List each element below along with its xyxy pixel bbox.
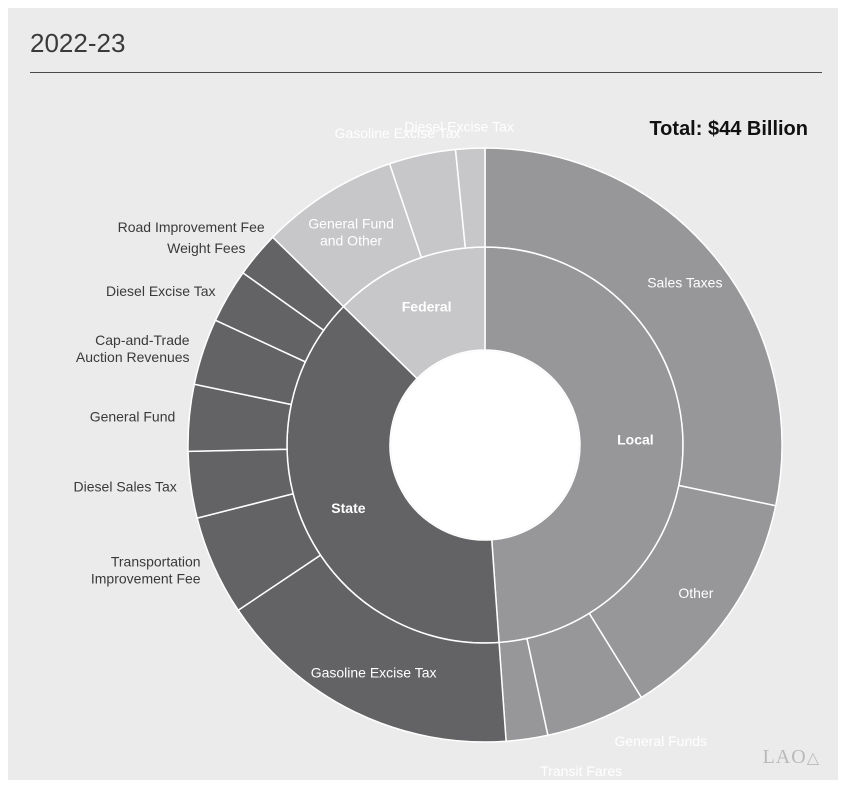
outer-label-local-sales-taxes: Sales Taxes xyxy=(647,275,722,291)
outer-label-local-transit-fares: Transit Fares xyxy=(540,763,622,779)
inner-label-state: State xyxy=(331,500,365,516)
outer-label-state-cap-and-trade-auction-revenues: Cap-and-Trade Auction Revenues xyxy=(76,332,190,365)
outer-label-federal-gasoline-excise-tax: Gasoline Excise Tax xyxy=(335,125,461,141)
capitol-dome-icon: △ xyxy=(806,750,820,767)
chart-panel: 2022-23 Total: $44 Billion Local State Fed… xyxy=(8,8,838,780)
outer-label-federal-general-fund-and-other: General Fund and Other xyxy=(308,216,394,249)
outer-label-state-gasoline-excise-tax: Gasoline Excise Tax xyxy=(311,665,437,681)
inner-label-local: Local xyxy=(617,432,654,448)
lao-logo: LAO△ xyxy=(763,746,820,769)
outer-label-local-other: Other xyxy=(678,585,713,601)
outer-segment-federal-diesel-excise-tax xyxy=(454,147,486,249)
chart-year-title: 2022-23 xyxy=(30,28,126,58)
outer-label-state-transportation-improvement-fee: Transportation Improvement Fee xyxy=(91,554,201,587)
total-annotation: Total: $44 Billion xyxy=(649,118,808,140)
outer-segment-local-sales-taxes xyxy=(484,147,783,507)
outer-label-state-road-improvement-fee: Road Improvement Fee xyxy=(118,219,265,235)
sunburst-chart: Local State Federal Sales Taxes Other General… xyxy=(74,118,783,779)
inner-label-federal: Federal xyxy=(402,298,452,314)
outer-label-state-general-fund: General Fund xyxy=(90,409,176,425)
outer-label-state-diesel-excise-tax: Diesel Excise Tax xyxy=(106,283,215,299)
outer-label-local-general-funds: General Funds xyxy=(614,733,707,749)
title-divider xyxy=(30,72,822,73)
center-hole xyxy=(391,351,579,539)
outer-label-state-diesel-sales-tax: Diesel Sales Tax xyxy=(74,478,177,494)
outer-label-federal-diesel-excise-tax: Diesel Excise Tax xyxy=(404,118,513,134)
lao-logo-text: LAO xyxy=(762,746,807,768)
outer-label-state-weight-fees: Weight Fees xyxy=(167,240,245,256)
